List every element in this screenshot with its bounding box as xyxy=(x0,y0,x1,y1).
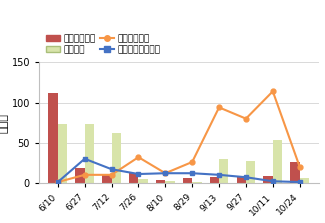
Bar xyxy=(111,133,121,183)
Y-axis label: （頭）: （頭） xyxy=(0,113,9,133)
Bar xyxy=(85,124,94,183)
Bar xyxy=(75,168,85,183)
Bar xyxy=(290,162,300,183)
Bar xyxy=(58,124,67,183)
Bar xyxy=(102,175,111,183)
Bar xyxy=(300,178,309,183)
Bar xyxy=(192,182,202,183)
Bar xyxy=(138,179,148,183)
Bar xyxy=(165,181,175,183)
Bar xyxy=(210,177,219,183)
Bar xyxy=(129,173,138,183)
Bar xyxy=(273,140,282,183)
Bar xyxy=(263,176,273,183)
Bar xyxy=(219,159,228,183)
Bar xyxy=(246,161,255,183)
Bar xyxy=(156,180,165,183)
Legend: アザミウマ類, ハダニ類, カブリダニ類, ヒメハナカメムシ: アザミウマ類, ハダニ類, カブリダニ類, ヒメハナカメムシ xyxy=(44,31,163,57)
Bar xyxy=(48,93,58,183)
Bar xyxy=(183,178,192,183)
Bar xyxy=(237,177,246,183)
